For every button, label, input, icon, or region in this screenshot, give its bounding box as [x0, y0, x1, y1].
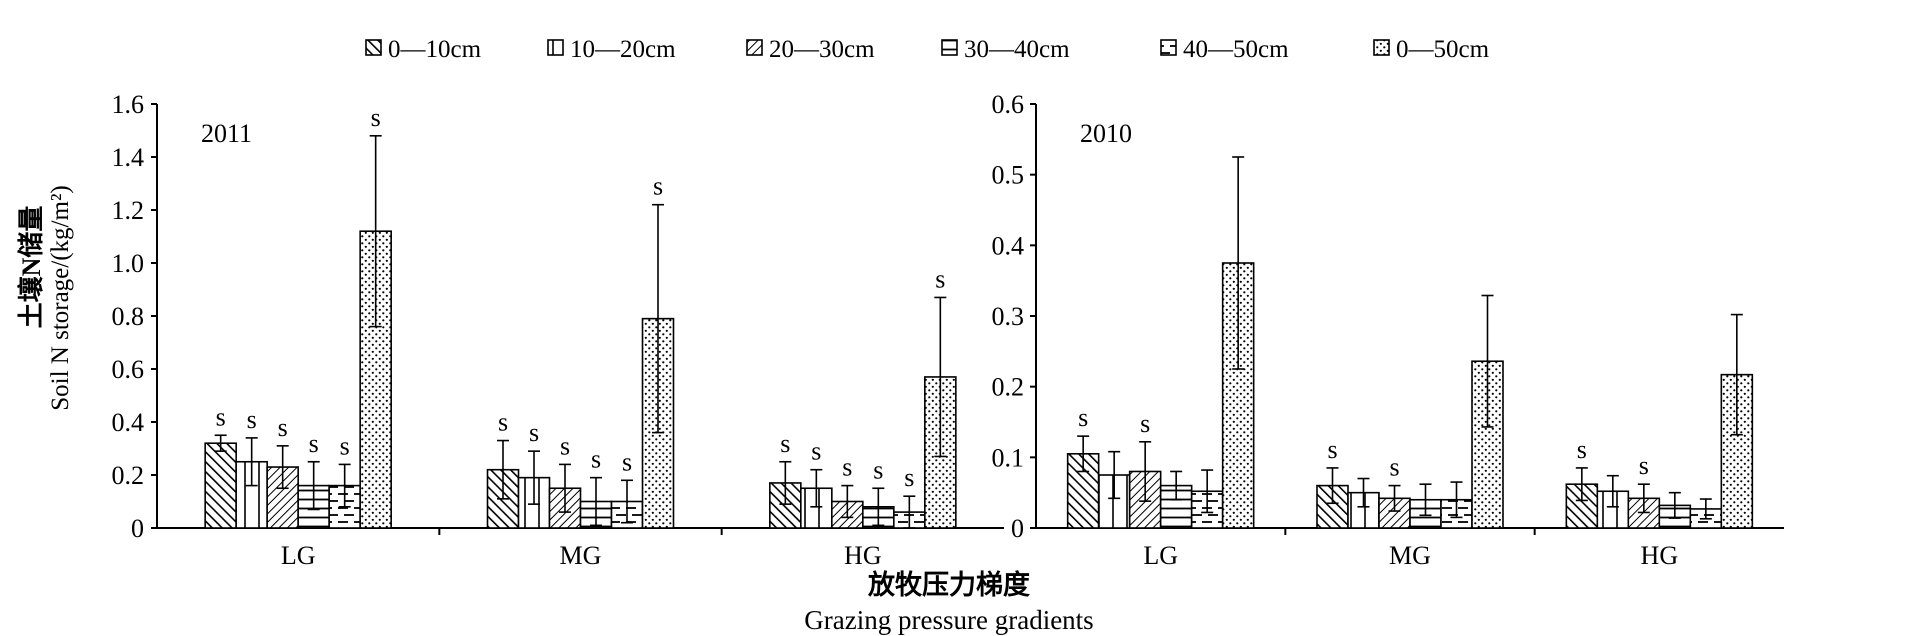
significance-label: s: [1078, 403, 1088, 432]
significance-label: s: [371, 103, 381, 132]
significance-label: s: [529, 418, 539, 447]
y-tick-label: 0: [1011, 514, 1024, 543]
legend-label: 40—50cm: [1183, 36, 1289, 63]
y-tick-label: 1.4: [112, 143, 145, 172]
legend: 0—10cm 10—20cm 20—30cm 30—40cm 40—50cm 0—50cm: [365, 36, 1490, 63]
significance-label: s: [653, 172, 663, 201]
significance-label: s: [560, 431, 570, 460]
significance-label: s: [622, 447, 632, 476]
significance-label: s: [1140, 409, 1150, 438]
y-tick-label: 0.6: [992, 90, 1025, 119]
y-tick-label: 1.6: [112, 90, 145, 119]
x-tick-label: MG: [1389, 541, 1431, 570]
y-tick-label: 0: [131, 514, 144, 543]
significance-label: s: [247, 405, 257, 434]
legend-swatch: [1373, 39, 1390, 56]
significance-label: s: [1577, 435, 1587, 464]
significance-label: s: [873, 455, 883, 484]
legend-label: 0—10cm: [388, 36, 482, 63]
significance-label: s: [1327, 435, 1337, 464]
panel-title: 2010: [1080, 119, 1132, 148]
significance-label: s: [904, 463, 914, 492]
significance-label: s: [780, 429, 790, 458]
x-tick-label: HG: [1641, 541, 1679, 570]
significance-label: s: [216, 402, 226, 431]
y-tick-label: 0.1: [992, 443, 1025, 472]
y-axis-title-en: Soil N storage/(kg/m²): [47, 185, 74, 411]
x-tick-label: HG: [844, 541, 882, 570]
legend-label: 20—30cm: [769, 36, 875, 63]
legend-swatch: [365, 39, 382, 56]
panel-2010: 0 0.1 0.2 0.3 0.4 0.5 0.6 2010 LG s s MG s s HG s s: [992, 90, 1784, 570]
y-tick-label: 1.2: [112, 196, 145, 225]
x-tick-label: LG: [281, 541, 316, 570]
y-tick-label: 0.4: [992, 231, 1025, 260]
y-tick-label: 0.2: [992, 373, 1025, 402]
x-axis-title-en: Grazing pressure gradients: [804, 605, 1093, 635]
legend-label: 10—20cm: [570, 36, 676, 63]
x-tick-label: MG: [560, 541, 602, 570]
legend-label: 30—40cm: [964, 36, 1070, 63]
significance-label: s: [1639, 451, 1649, 480]
legend-swatch: [941, 39, 958, 56]
legend-label: 0—50cm: [1396, 36, 1490, 63]
legend-swatch: [1160, 39, 1177, 56]
legend-swatch: [547, 39, 564, 56]
legend-swatch: [746, 39, 763, 56]
significance-label: s: [935, 264, 945, 293]
y-tick-label: 0.3: [992, 302, 1025, 331]
significance-label: s: [309, 429, 319, 458]
y-tick-label: 0.5: [992, 161, 1025, 190]
significance-label: s: [278, 413, 288, 442]
y-tick-label: 0.4: [112, 408, 145, 437]
significance-label: s: [1389, 453, 1399, 482]
bar: [204, 442, 237, 529]
y-tick-label: 0.8: [112, 302, 145, 331]
y-tick-label: 0.2: [112, 461, 145, 490]
y-tick-label: 0.6: [112, 355, 145, 384]
y-tick-label: 1.0: [112, 249, 145, 278]
y-axis-title-cn: 土壤N储量: [16, 206, 46, 329]
significance-label: s: [340, 431, 350, 460]
significance-label: s: [811, 437, 821, 466]
bar: [1347, 491, 1380, 529]
x-axis-title-cn: 放牧压力梯度: [867, 569, 1030, 600]
significance-label: s: [498, 408, 508, 437]
panel-title: 2011: [201, 119, 252, 148]
x-tick-label: LG: [1143, 541, 1178, 570]
significance-label: s: [842, 453, 852, 482]
significance-label: s: [591, 445, 601, 474]
